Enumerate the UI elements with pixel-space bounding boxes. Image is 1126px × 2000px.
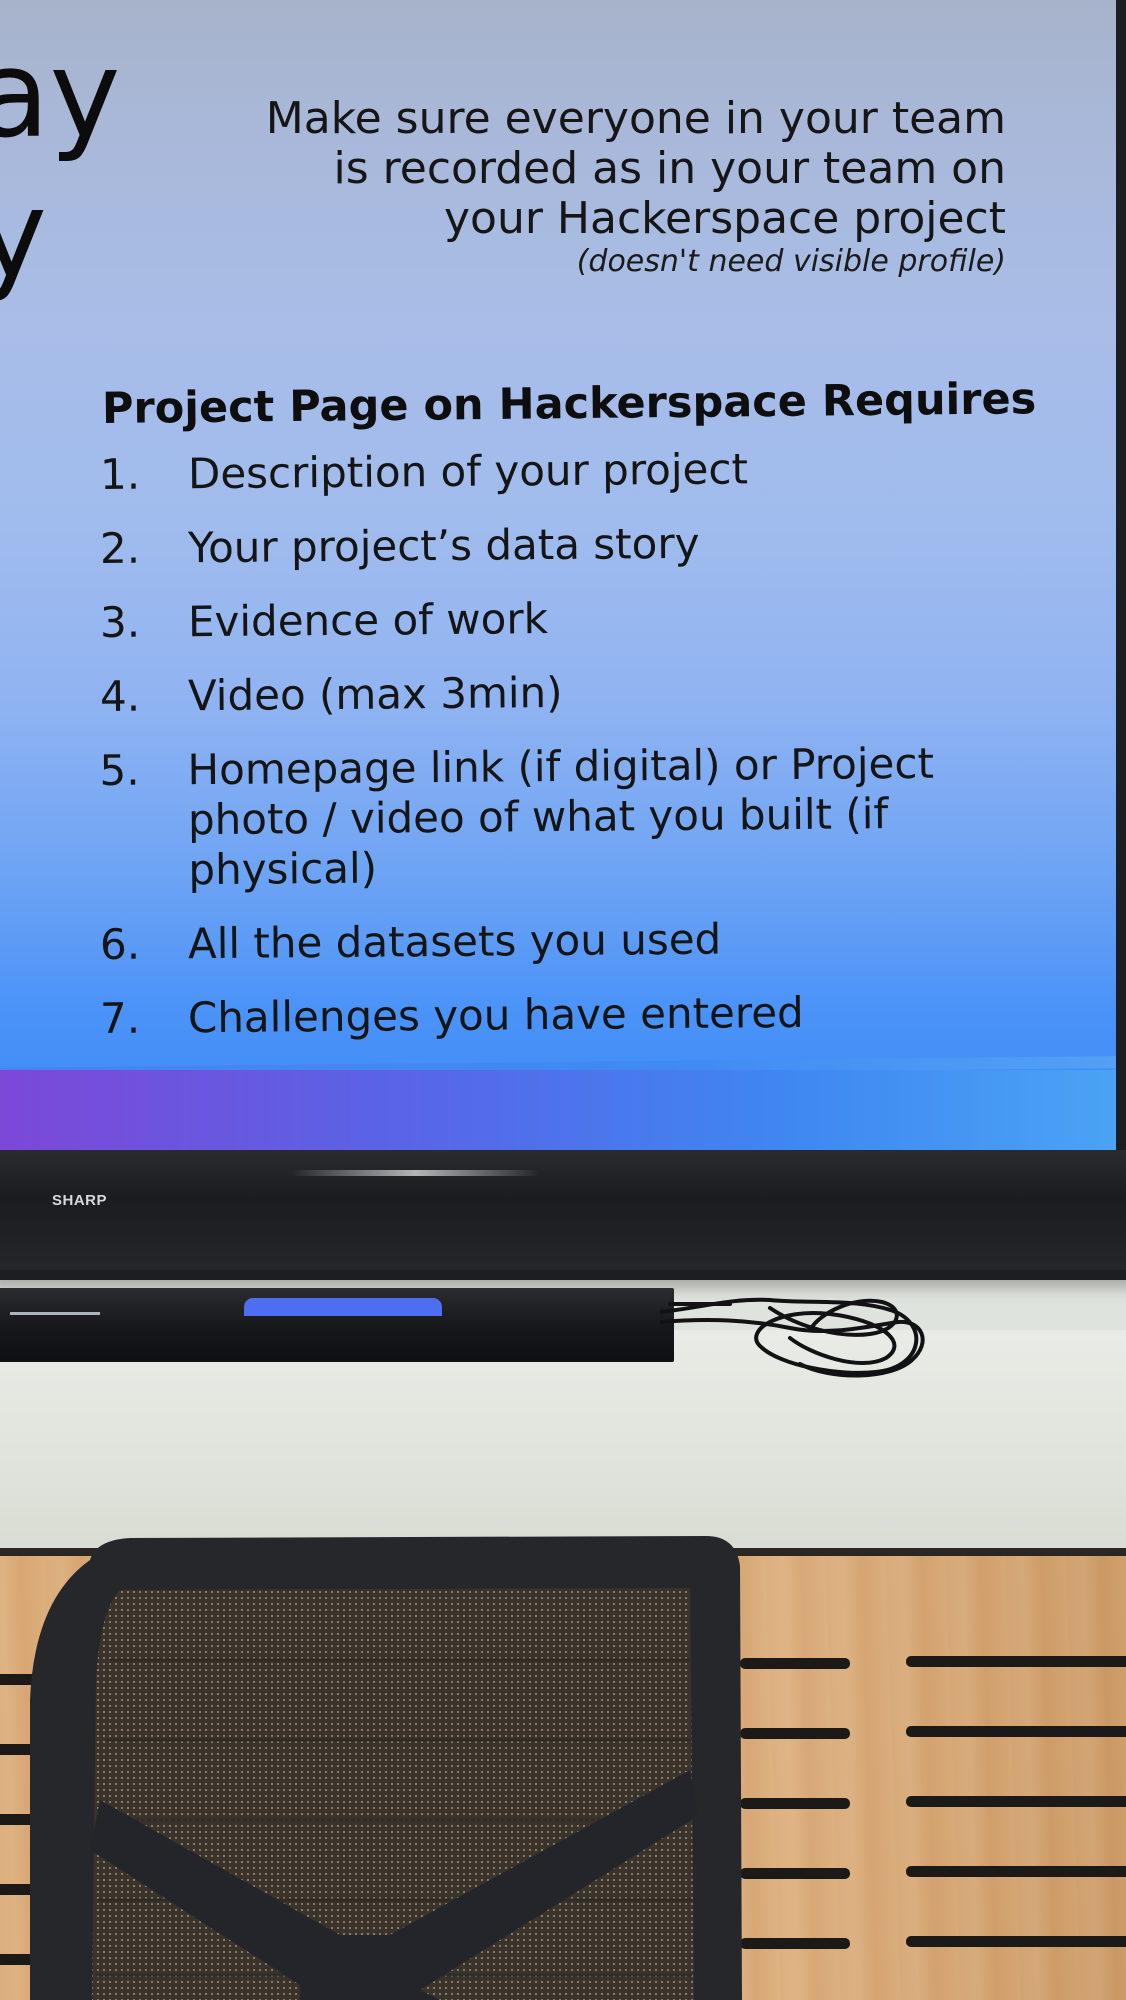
desk-slot xyxy=(906,1656,1126,1667)
desk-slot xyxy=(906,1936,1126,1947)
slide-note-italic: (doesn't need visible profile) xyxy=(576,244,1006,279)
soundbar-light xyxy=(244,1298,442,1316)
slide-left-fragment-1: ay xyxy=(0,26,121,165)
desk-slot xyxy=(740,1728,850,1739)
desk-slot xyxy=(0,1674,42,1685)
slide-left-fragment-2: y xyxy=(0,166,48,305)
taskbar-gradient xyxy=(0,1070,1116,1150)
desk-slot xyxy=(740,1938,850,1949)
brand-logo: SHARP xyxy=(52,1192,108,1209)
desk-slot xyxy=(0,1884,42,1895)
desk-slot xyxy=(740,1658,850,1669)
tv-monitor: ay y Make sure everyone in your team is … xyxy=(0,0,1126,1280)
desk-slot xyxy=(740,1798,850,1809)
slide-note-line: Make sure everyone in your team xyxy=(265,93,1006,144)
desk-slot xyxy=(740,1868,850,1879)
slide-note-line: is recorded as in your team on xyxy=(333,143,1006,194)
desk-slot xyxy=(906,1726,1126,1737)
desk-slot xyxy=(0,1744,42,1755)
desk-slot xyxy=(906,1796,1126,1807)
soundbar-highlight xyxy=(10,1312,100,1315)
desk-slot xyxy=(0,1814,42,1825)
desk-slot xyxy=(906,1866,1126,1877)
coiled-cable xyxy=(660,1297,925,1378)
wall xyxy=(0,1330,1126,1560)
desk-slot xyxy=(0,1954,42,1965)
monitor-bezel xyxy=(0,1150,1126,1270)
slide-note-line: your Hackerspace project xyxy=(443,193,1006,244)
bezel-reflection xyxy=(290,1170,540,1176)
tv-screen: ay y Make sure everyone in your team is … xyxy=(0,0,1116,1150)
